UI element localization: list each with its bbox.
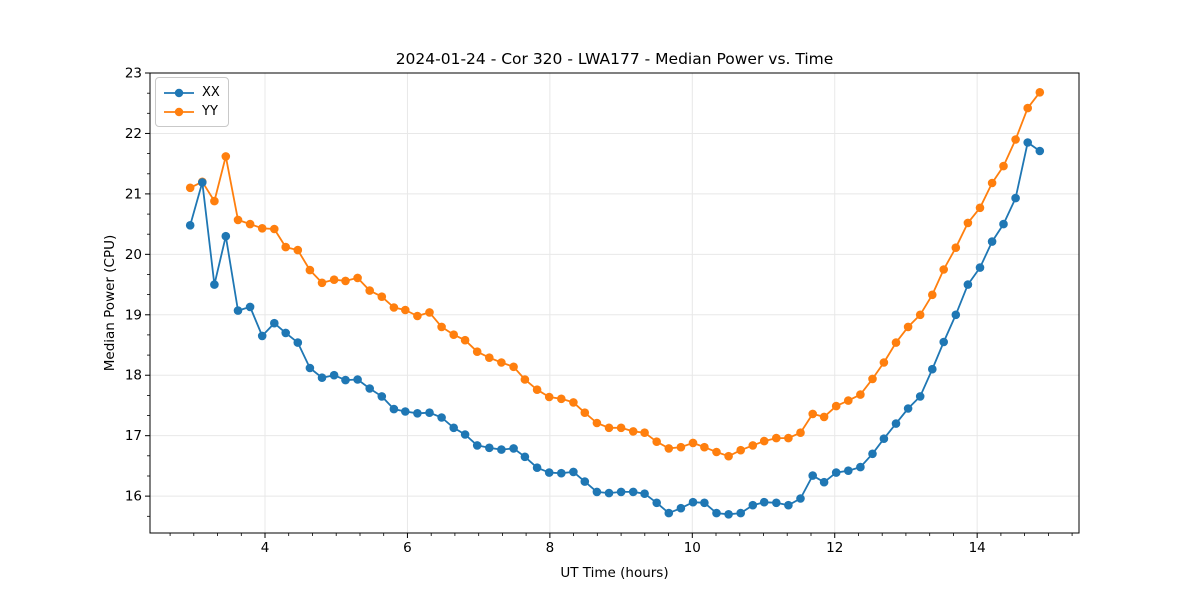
svg-text:20: 20: [125, 247, 142, 263]
svg-text:23: 23: [125, 66, 142, 82]
series-yy: [185, 88, 1045, 461]
legend-line-xx-icon: [164, 88, 194, 97]
x-axis-label: UT Time (hours): [560, 565, 669, 581]
chart-title: 2024-01-24 - Cor 320 - LWA177 - Median P…: [395, 50, 834, 68]
svg-text:17: 17: [125, 428, 142, 444]
svg-text:8: 8: [546, 540, 555, 556]
legend-entry-label: XX: [202, 85, 220, 100]
svg-text:18: 18: [125, 368, 142, 384]
legend-entry-label: YY: [202, 104, 218, 119]
tick-labels: 4 6 8 10 12 14 16 17 18 19 20 21 22 23: [125, 66, 986, 557]
axes-spines: [149, 72, 1080, 534]
svg-text:10: 10: [684, 540, 701, 556]
legend-entry-xx: XX: [163, 83, 222, 102]
svg-text:16: 16: [125, 489, 142, 505]
svg-text:12: 12: [826, 540, 843, 556]
legend-line-yy-icon: [164, 107, 194, 116]
svg-text:6: 6: [403, 540, 412, 556]
legend-entry-yy: YY: [163, 102, 222, 121]
svg-text:19: 19: [125, 307, 142, 323]
gridlines: [150, 72, 1079, 533]
series-xx: [185, 138, 1045, 519]
legend: XX YY: [155, 77, 229, 127]
svg-text:21: 21: [125, 186, 142, 202]
svg-text:14: 14: [969, 540, 986, 556]
y-axis-label: Median Power (CPU): [102, 234, 118, 372]
svg-text:22: 22: [125, 126, 142, 142]
axis-ticks: [145, 72, 1073, 538]
svg-text:4: 4: [261, 540, 270, 556]
